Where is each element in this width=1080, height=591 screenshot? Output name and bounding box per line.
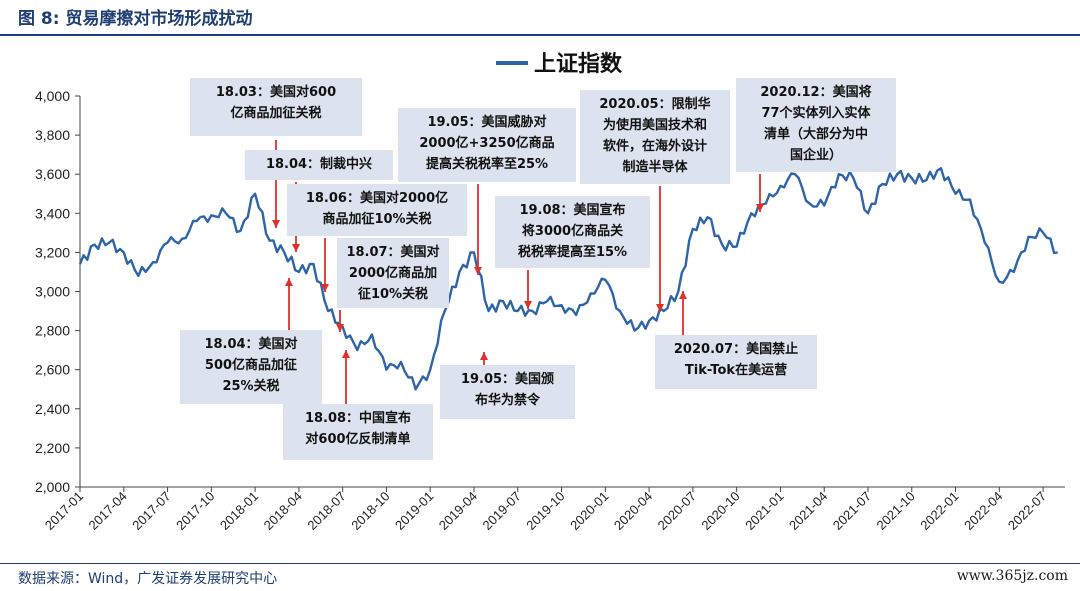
x-tick-label: 2017-10 — [173, 489, 217, 533]
x-tick-label: 2020-10 — [698, 489, 742, 533]
legend-label: 上证指数 — [534, 51, 623, 77]
annotation-arrowhead — [474, 267, 482, 275]
x-tick-label: 2017-04 — [86, 489, 130, 533]
x-tick-label: 2018-10 — [348, 489, 392, 533]
annotation-arrowhead — [656, 304, 664, 312]
header-divider — [0, 34, 1080, 36]
x-tick-label: 2019-04 — [436, 489, 480, 533]
y-tick-label: 2,800 — [35, 323, 70, 339]
annotation-1905-tariff: 19.05：美国威胁对 2000亿+3250亿商品 提高关税税率至25% — [398, 108, 576, 182]
annotation-1806: 18.06：美国对2000亿 商品加征10%关税 — [287, 184, 467, 236]
annotation-arrowhead — [321, 284, 329, 292]
annotation-1808: 18.08：中国宣布 对600亿反制清单 — [283, 404, 433, 460]
y-tick-label: 3,000 — [35, 284, 70, 300]
x-tick-label: 2021-10 — [874, 489, 918, 533]
x-tick-label: 2021-04 — [786, 489, 830, 533]
y-tick-label: 3,200 — [35, 244, 70, 260]
annotation-1804-500: 18.04：美国对 500亿商品加征 25%关税 — [180, 330, 322, 404]
y-tick-label: 3,800 — [35, 127, 70, 143]
y-tick-label: 2,400 — [35, 401, 70, 417]
x-tick-label: 2020-01 — [567, 489, 611, 533]
x-tick-label: 2022-07 — [1005, 489, 1049, 533]
annotation-arrowhead — [272, 220, 280, 228]
x-tick-label: 2020-04 — [611, 489, 655, 533]
annotation-arrowhead — [336, 324, 344, 332]
annotation-arrowhead — [292, 244, 300, 252]
annotation-1908: 19.08：美国宣布 将3000亿商品关 税税率提高至15% — [495, 196, 650, 268]
watermark: www.365jz.com — [956, 568, 1068, 584]
annotation-arrowhead — [480, 352, 488, 360]
footer-divider — [0, 563, 1080, 564]
figure-title: 图 8: 贸易摩擦对市场形成扰动 — [18, 9, 253, 29]
x-tick-label: 2017-07 — [129, 489, 173, 533]
annotation-arrowhead — [342, 350, 350, 358]
x-tick-label: 2018-07 — [304, 489, 348, 533]
annotation-1905-huawei: 19.05：美国颁 布华为禁令 — [440, 365, 575, 419]
annotation-2007: 2020.07：美国禁止 Tik-Tok在美运营 — [655, 335, 817, 389]
y-tick-label: 4,000 — [35, 88, 70, 104]
y-tick-label: 3,600 — [35, 166, 70, 182]
x-tick-label: 2019-07 — [480, 489, 524, 533]
y-tick-label: 2,200 — [35, 440, 70, 456]
annotation-1803: 18.03：美国对600 亿商品加征关税 — [190, 78, 362, 136]
y-tick-label: 3,400 — [35, 205, 70, 221]
annotation-1807: 18.07：美国对 2000亿商品加 征10%关税 — [337, 238, 449, 308]
y-tick-label: 2,600 — [35, 362, 70, 378]
annotation-2005: 2020.05：限制华 为使用美国技术和 软件，在海外设计 制造半导体 — [580, 90, 730, 184]
annotation-2012: 2020.12：美国将 77个实体列入实体 清单（大部分为中 国企业） — [736, 78, 896, 172]
annotation-1804-zte: 18.04：制裁中兴 — [245, 150, 393, 180]
annotation-arrowhead — [285, 278, 293, 286]
annotation-arrowhead — [524, 301, 532, 309]
annotation-arrowhead — [679, 291, 687, 299]
x-tick-label: 2017-01 — [42, 489, 86, 533]
x-tick-label: 2022-04 — [961, 489, 1005, 533]
x-tick-label: 2019-10 — [523, 489, 567, 533]
figure-header: 图 8: 贸易摩擦对市场形成扰动 — [0, 0, 1080, 34]
x-tick-label: 2019-01 — [392, 489, 436, 533]
x-tick-label: 2018-04 — [261, 489, 305, 533]
y-tick-label: 2,000 — [35, 479, 70, 495]
x-tick-label: 2020-07 — [655, 489, 699, 533]
x-tick-label: 2021-01 — [742, 489, 786, 533]
x-tick-label: 2022-01 — [917, 489, 961, 533]
series-line-0 — [78, 167, 1058, 391]
x-tick-label: 2018-01 — [217, 489, 261, 533]
source-note: 数据来源：Wind，广发证券发展研究中心 — [18, 571, 278, 587]
annotation-arrowhead — [756, 204, 764, 212]
x-tick-label: 2021-07 — [830, 489, 874, 533]
